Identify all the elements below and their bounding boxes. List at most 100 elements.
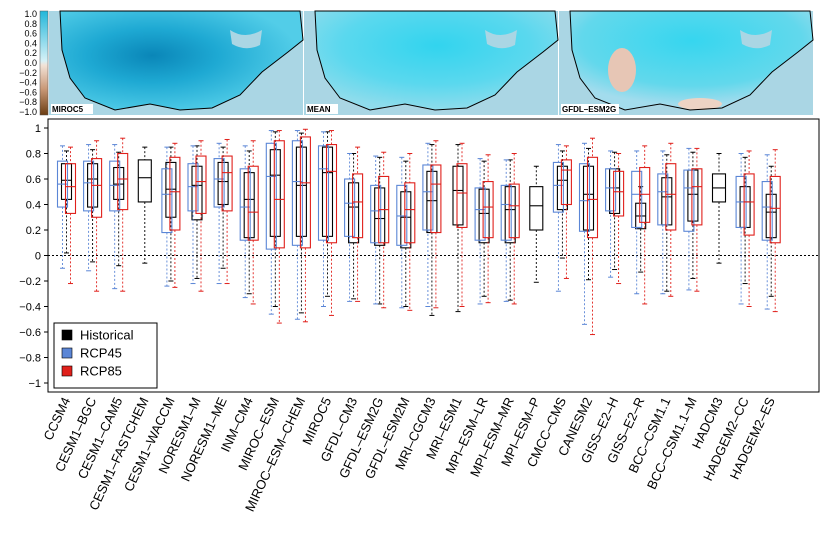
legend-label-rcp45: RCP45 [80,346,122,361]
interquartile-box [529,186,544,231]
interquartile-box [482,181,494,239]
box-rcp85 [639,145,651,305]
colorbar-tick-label: 0.0 [24,58,37,68]
legend-label-historical: Historical [80,328,134,343]
box-historical [243,150,255,295]
colorbar-tick-label: 0.8 [24,19,37,29]
interquartile-box [769,175,781,244]
map-panel-miroc5: MIROC5 [49,10,304,115]
hudson-bay [740,30,772,49]
interquartile-box [665,163,677,231]
model-group-noresm1-me [213,138,233,285]
y-tick-label: −0.6 [19,327,41,339]
panel-label-miroc5: MIROC5 [52,105,84,114]
model-group-canesm2 [578,137,599,336]
interquartile-box [560,159,572,206]
interquartile-box [578,163,591,232]
interquartile-box [273,140,285,249]
model-group-mri-esm1 [452,142,468,313]
box-rcp85 [743,150,755,307]
model-group-gfdl-cm3 [344,146,364,302]
interquartile-box [169,156,181,231]
coastline [314,10,559,111]
box-rcp85 [665,142,677,297]
interquartile-box [552,161,564,213]
colorbar-tick-label: −0.2 [19,68,37,78]
model-group-miroc-esm-chem [291,128,311,323]
box-rcp85 [195,140,207,292]
box-historical [478,160,490,297]
box-rcp85 [586,137,599,336]
box-rcp45 [631,150,643,295]
box-rcp85 [404,153,416,311]
model-group-cmcc-cms [552,144,572,292]
interquartile-box [370,184,382,244]
box-rcp85 [221,138,233,285]
box-rcp45 [161,146,173,287]
model-group-mpi-esm-mr [500,153,520,305]
model-group-mpi-esm-p [529,165,544,283]
box-historical [113,151,125,267]
boxplot-chart: 1 0.8 0.6 0.4 0.2 0 −0.2 −0.4 −0.6 −0.8 −1 CCSM4CE… [19,118,820,514]
box-rcp45 [578,142,591,325]
interquartile-box [683,169,695,232]
y-tick-label: −0.4 [19,302,41,314]
box-rcp45 [239,145,251,299]
y-tick-label: 1 [35,123,41,135]
interquartile-box [765,193,777,239]
box-rcp85 [508,153,520,305]
model-group-noresm1-m [187,140,207,292]
model-group-giss-e2-h [605,150,625,285]
interquartile-box [400,191,412,249]
model-group-cesm1-waccm [161,142,181,288]
box-historical [426,144,438,316]
interquartile-box [317,145,330,241]
panel-label-box [561,104,619,114]
box-historical [504,159,516,301]
interquartile-box [352,173,364,239]
panel-label-mean: MEAN [307,105,331,114]
interquartile-box [217,161,229,206]
box-rcp85 [352,146,364,302]
y-tick-label: 0.8 [26,149,41,161]
interquartile-box [631,170,643,229]
legend-swatch-rcp85 [61,365,73,377]
model-group-mpi-esm-lr [474,154,494,305]
box-rcp85 [299,128,311,323]
model-group-mri-cgcm3 [422,140,442,316]
interquartile-box [117,152,129,211]
colorbar-ticks: 1.00.80.60.40.20.0−0.2−0.4−0.6−0.8−1.0 [19,9,37,117]
interquartile-box [213,158,225,208]
colorbar-tick-label: 0.4 [24,38,37,48]
positive-anomaly-west [608,48,636,92]
interquartile-box [452,165,464,226]
box-historical [137,146,152,264]
interquartile-box [221,155,233,212]
interquartile-box [508,183,520,239]
model-group-inm-cm4 [239,140,259,305]
box-rcp45 [187,145,199,285]
y-tick-label: 0.6 [26,174,41,186]
model-group-hadgem2-es [761,149,781,313]
interquartile-box [761,181,773,241]
box-rcp85 [169,142,181,288]
positive-anomaly-south [678,98,722,110]
model-group-gfdl-esm2g [370,151,390,309]
box-historical [217,146,229,269]
legend-label-rcp85: RCP85 [80,364,122,379]
interquartile-box [478,188,490,244]
colorbar-gradient [39,10,49,116]
map-panel-mean: MEAN [304,10,559,115]
model-group-hadgem2-cc [735,150,755,307]
model-group-miroc-esm [265,130,285,324]
model-group-bcc-csm1-1-m [683,147,703,292]
box-historical [452,144,464,313]
box-rcp85 [273,130,285,324]
interquartile-box [191,165,203,221]
model-group-hadcm3 [711,153,727,264]
box-historical [529,165,544,283]
model-group-gfdl-esm2m [396,153,416,311]
box-rcp85 [430,140,442,309]
